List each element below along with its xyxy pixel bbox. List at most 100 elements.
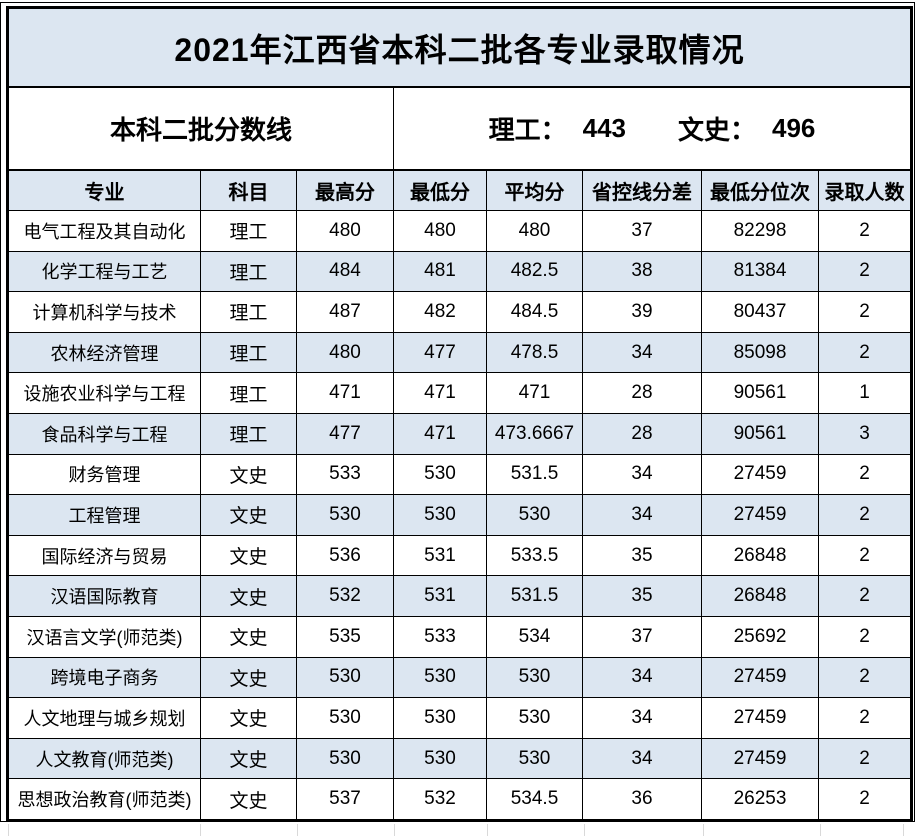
sheet-gridline (200, 824, 201, 836)
scoreline-humanities: 文史： 496 (678, 110, 815, 147)
scoreline-science-value: 443 (582, 113, 626, 143)
table-cell: 471 (394, 373, 487, 413)
table-cell: 484 (297, 251, 394, 292)
table-cell: 文史 (201, 576, 297, 616)
table-cell: 文史 (201, 535, 297, 576)
table-cell: 473.6667 (487, 413, 583, 454)
admission-table: 2021年江西省本科二批各专业录取情况 本科二批分数线 理工： 443 文史： … (6, 6, 913, 822)
table-cell: 536 (297, 535, 394, 576)
table-cell: 471 (297, 373, 394, 413)
table-row: 化学工程与工艺 理工 484 481 482.5 38 81384 2 (9, 251, 910, 293)
scoreline-science: 理工： 443 (489, 110, 626, 147)
table-cell: 27459 (702, 454, 819, 495)
table-cell: 533 (297, 454, 394, 495)
table-cell: 2 (859, 260, 870, 282)
table-cell: 487 (297, 292, 394, 332)
column-header: 录取人数 (824, 182, 905, 204)
table-cell: 34 (583, 738, 702, 779)
table-cell: 530 (487, 738, 583, 779)
table-cell: 理工 (201, 251, 297, 292)
table-cell: 530 (487, 698, 583, 738)
scoreline-row: 本科二批分数线 理工： 443 文史： 496 (9, 88, 910, 171)
table-cell: 2 (859, 706, 870, 728)
table-cell: 文史 (201, 698, 297, 738)
table-cell: 530 (394, 495, 487, 535)
table-cell: 2 (859, 219, 870, 241)
table-cell: 文史 (201, 779, 297, 819)
table-row: 人文地理与城乡规划 文史 530 530 530 34 27459 2 (9, 698, 910, 739)
table-cell: 35 (583, 576, 702, 616)
sheet-gridline (903, 824, 904, 836)
table-row: 汉语国际教育 文史 532 531 531.5 35 26848 2 (9, 576, 910, 617)
column-header: 最高分 (297, 171, 394, 210)
table-row: 设施农业科学与工程 理工 471 471 471 28 90561 1 (9, 373, 910, 414)
table-cell: 26848 (702, 535, 819, 576)
table-cell: 37 (583, 616, 702, 657)
column-header: 专业 (9, 171, 201, 210)
table-cell: 535 (297, 616, 394, 657)
sheet-gridline (297, 824, 298, 836)
table-cell: 35 (583, 535, 702, 576)
table-cell: 531.5 (487, 576, 583, 616)
major-cell: 汉语国际教育 (9, 576, 201, 616)
table-row: 汉语言文学(师范类) 文史 535 533 534 37 25692 2 (9, 616, 910, 658)
table-cell: 480 (394, 211, 487, 251)
table-cell: 37 (583, 211, 702, 251)
table-cell: 530 (297, 698, 394, 738)
table-cell: 530 (297, 495, 394, 535)
table-cell: 530 (297, 738, 394, 779)
table-cell: 文史 (201, 495, 297, 535)
table-cell: 534.5 (487, 779, 583, 819)
table-row: 人文教育(师范类) 文史 530 530 530 34 27459 2 (9, 738, 910, 780)
table-cell: 81384 (702, 251, 819, 292)
table-cell: 532 (394, 779, 487, 819)
table-cell: 484.5 (487, 292, 583, 332)
table-cell: 80437 (702, 292, 819, 332)
table-cell: 477 (394, 332, 487, 373)
major-cell: 人文地理与城乡规划 (9, 698, 201, 738)
table-cell: 34 (583, 495, 702, 535)
table-cell: 26253 (702, 779, 819, 819)
table-cell: 530 (394, 738, 487, 779)
column-header: 最低分 (394, 171, 487, 210)
table-cell: 2 (859, 788, 870, 810)
table-cell: 2 (859, 625, 870, 647)
page-title: 2021年江西省本科二批各专业录取情况 (9, 9, 910, 88)
major-cell: 财务管理 (9, 454, 201, 495)
table-cell: 理工 (201, 292, 297, 332)
table-cell: 2 (859, 544, 870, 566)
table-cell: 82298 (702, 211, 819, 251)
table-cell: 530 (394, 698, 487, 738)
scoreline-humanities-label: 文史： (678, 115, 757, 145)
table-cell: 530 (487, 495, 583, 535)
column-header: 最低分位次 (702, 171, 819, 210)
major-cell: 设施农业科学与工程 (9, 373, 201, 413)
major-cell: 工程管理 (9, 495, 201, 535)
table-cell: 2 (859, 463, 870, 485)
table-row: 食品科学与工程 理工 477 471 473.6667 28 90561 3 (9, 413, 910, 455)
column-header: 平均分 (487, 171, 583, 210)
table-cell: 理工 (201, 373, 297, 413)
table-cell: 25692 (702, 616, 819, 657)
sheet-gridline (487, 824, 488, 836)
table-cell: 530 (394, 657, 487, 698)
sheet-gridline (8, 824, 9, 836)
table-cell: 532 (297, 576, 394, 616)
table-cell: 482 (394, 292, 487, 332)
table-row: 计算机科学与技术 理工 487 482 484.5 39 80437 2 (9, 292, 910, 333)
table-cell: 530 (297, 657, 394, 698)
scoreline-humanities-value: 496 (772, 113, 816, 143)
table-cell: 471 (487, 373, 583, 413)
table-cell: 477 (297, 413, 394, 454)
table-cell: 27459 (702, 698, 819, 738)
table-cell: 531 (394, 535, 487, 576)
table-cell: 28 (583, 413, 702, 454)
table-cell: 34 (583, 332, 702, 373)
table-row: 跨境电子商务 文史 530 530 530 34 27459 2 (9, 657, 910, 699)
table-cell: 36 (583, 779, 702, 819)
table-cell: 480 (487, 211, 583, 251)
table-row: 财务管理 文史 533 530 531.5 34 27459 2 (9, 454, 910, 496)
table-cell: 533.5 (487, 535, 583, 576)
table-cell: 534 (487, 616, 583, 657)
table-cell: 34 (583, 698, 702, 738)
